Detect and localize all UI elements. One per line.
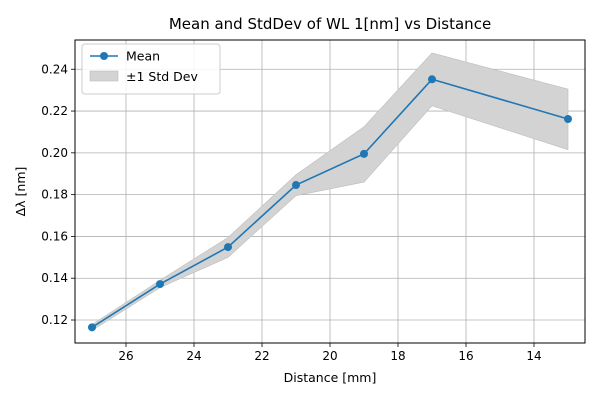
mean-point (292, 181, 300, 190)
mean-point (88, 323, 96, 332)
x-tick-label: 26 (118, 349, 133, 363)
chart-title: Mean and StdDev of WL 1[nm] vs Distance (169, 15, 491, 33)
std-dev-band (91, 52, 569, 332)
y-axis-label: Δλ [nm] (13, 167, 28, 217)
legend-band-swatch (89, 70, 119, 82)
series-layer (88, 75, 572, 332)
mean-point (156, 280, 164, 289)
y-axis-ticks: 0.12 0.14 0.16 0.18 0.20 0.22 0.24 (41, 62, 75, 327)
x-tick-label: 14 (526, 349, 541, 363)
mean-point (224, 243, 232, 252)
y-tick-label: 0.24 (41, 62, 68, 76)
y-tick-label: 0.20 (41, 146, 68, 160)
mean-point (564, 114, 572, 123)
grid (75, 40, 585, 343)
y-tick-label: 0.16 (41, 229, 68, 243)
mean-point (428, 75, 436, 84)
y-tick-label: 0.14 (41, 271, 68, 285)
legend-mean-marker (100, 52, 108, 60)
legend-band-label: ±1 Std Dev (126, 69, 198, 84)
x-axis-label: Distance [mm] (284, 370, 377, 385)
x-tick-label: 20 (322, 349, 337, 363)
y-tick-label: 0.12 (41, 313, 68, 327)
x-tick-label: 24 (186, 349, 201, 363)
x-tick-label: 22 (254, 349, 269, 363)
x-tick-label: 16 (458, 349, 473, 363)
mean-point (360, 149, 368, 158)
y-tick-label: 0.18 (41, 188, 68, 202)
x-tick-label: 18 (390, 349, 405, 363)
y-tick-label: 0.22 (41, 104, 68, 118)
std-band-layer (91, 52, 569, 332)
legend: Mean ±1 Std Dev (81, 43, 221, 95)
legend-mean-label: Mean (126, 49, 160, 64)
x-axis-ticks: 26 24 22 20 18 16 14 (118, 343, 542, 363)
